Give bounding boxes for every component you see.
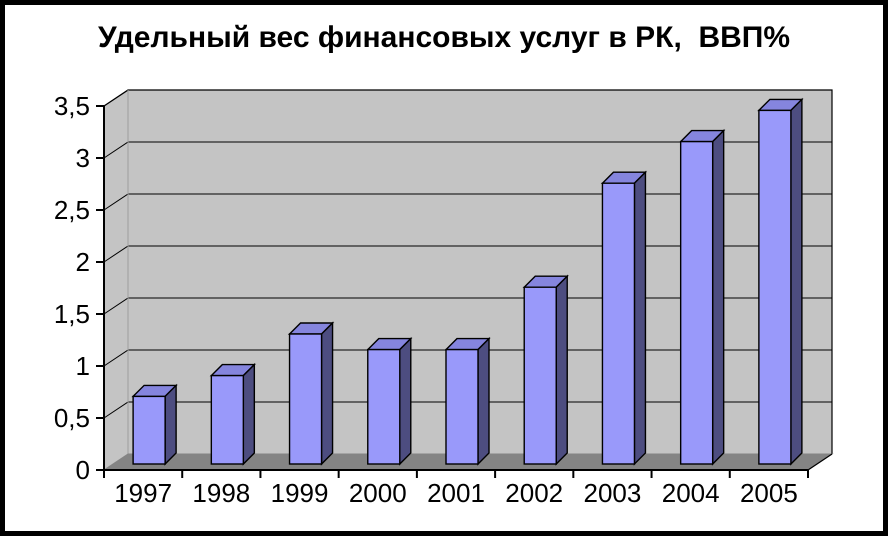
chart-title: Удельный вес финансовых услуг в РК, ВВП%: [97, 21, 791, 54]
y-tick-label: 1,5: [54, 299, 90, 329]
bar-1999-front: [288, 333, 323, 465]
x-tick-label-2003: 2003: [584, 478, 642, 508]
chart-canvas: 0 0,5 1 1,5 2 2,5 3 3,5 1997 1998 1999 2000 2001 2002…: [54, 89, 834, 508]
plot-left-wall: [104, 90, 128, 470]
bar-2004-front: [679, 140, 714, 465]
x-tick-label-1999: 1999: [271, 478, 329, 508]
y-tick-label: 2: [76, 247, 90, 277]
x-tick-label-2000: 2000: [349, 478, 407, 508]
y-tick-label: 3,5: [54, 91, 90, 121]
bar-2003-front: [601, 182, 636, 465]
floor-right-edge: [807, 453, 833, 471]
bar-2000-front: [367, 348, 401, 465]
x-tick-label-1997: 1997: [114, 478, 172, 508]
y-tick-label: 0,5: [54, 403, 90, 433]
bar-2001-front: [445, 348, 479, 465]
bar-1998-front: [210, 374, 245, 465]
x-tick-label-2002: 2002: [505, 478, 563, 508]
x-tick-label-1998: 1998: [192, 478, 250, 508]
bar-2005-side: [790, 97, 803, 466]
bar-2001-side: [477, 336, 490, 466]
bar-2000-side: [399, 336, 412, 466]
bar-2002-side: [555, 274, 568, 466]
y-tick-label: 0: [76, 455, 90, 485]
bar-2005-front: [758, 109, 792, 465]
y-tick-label: 1: [76, 351, 90, 381]
y-tick-label: 3: [76, 143, 90, 173]
x-tick-label-2001: 2001: [427, 478, 485, 508]
y-tick-label: 2,5: [54, 195, 90, 225]
bar-1997-front: [132, 395, 166, 465]
bar-1998-side: [242, 362, 256, 466]
x-tick-label-2005: 2005: [740, 478, 798, 508]
bar-2003-side: [633, 170, 647, 466]
bar-1997-side: [164, 383, 177, 466]
bar-2004-side: [711, 128, 725, 466]
x-tick-label-2004: 2004: [662, 478, 720, 508]
wall-edge: [103, 89, 833, 454]
bar-1999-side: [320, 321, 334, 466]
bar-2002-front: [523, 286, 557, 465]
